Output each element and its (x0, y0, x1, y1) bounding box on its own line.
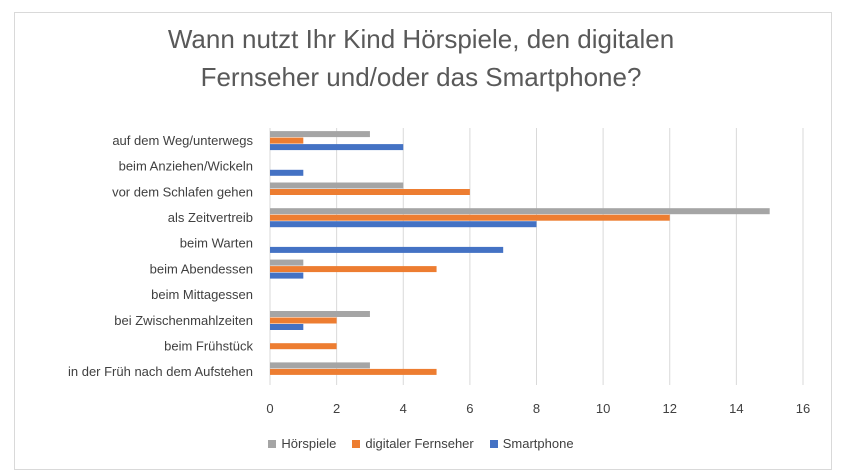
legend-swatch (268, 440, 277, 448)
x-tick-label: 14 (729, 401, 743, 416)
x-tick-label: 0 (266, 401, 273, 416)
x-tick-label: 2 (333, 401, 340, 416)
legend-label: Smartphone (502, 436, 574, 451)
title-line-1: Wann nutzt Ihr Kind Hörspiele, den digit… (167, 24, 675, 54)
bar-smartphone (270, 324, 304, 330)
bar-hörspiele (270, 208, 770, 215)
legend-item: Smartphone (489, 436, 574, 451)
bar-digitaler-fernseher (270, 368, 437, 375)
category-label: beim Abendessen (150, 261, 253, 276)
bar-digitaler-fernseher (270, 214, 670, 221)
x-tick-label: 12 (663, 401, 677, 416)
bar-hörspiele (270, 362, 370, 369)
bar-hörspiele (270, 182, 404, 189)
x-tick-label: 16 (796, 401, 810, 416)
legend-item: Hörspiele (268, 436, 336, 451)
x-tick-label: 4 (400, 401, 407, 416)
bar-smartphone (270, 272, 304, 279)
bar-digitaler-fernseher (270, 189, 470, 195)
category-label: in der Früh nach dem Aufstehen (68, 364, 253, 379)
category-label: auf dem Weg/unterwegs (112, 133, 253, 148)
x-tick-label: 6 (466, 401, 473, 416)
legend-swatch (352, 440, 361, 448)
bar-smartphone (270, 169, 304, 176)
bar-digitaler-fernseher (270, 317, 337, 324)
bar-hörspiele (270, 131, 370, 138)
category-label: als Zeitvertreib (168, 210, 253, 225)
bar-digitaler-fernseher (270, 266, 437, 273)
bar-hörspiele (270, 259, 304, 266)
bar-digitaler-fernseher (270, 343, 337, 350)
category-label: beim Warten (180, 236, 253, 251)
bar-smartphone (270, 246, 504, 253)
legend-label: Hörspiele (281, 436, 337, 451)
x-tick-label: 8 (533, 401, 540, 416)
category-label: vor dem Schlafen gehen (112, 184, 253, 199)
category-label: beim Mittagessen (151, 287, 253, 302)
category-label: bei Zwischenmahlzeiten (114, 313, 253, 328)
category-label: beim Anziehen/Wickeln (119, 159, 253, 174)
bar-hörspiele (270, 311, 370, 317)
title-line-2: Fernseher und/oder das Smartphone? (200, 62, 642, 92)
bar-smartphone (270, 221, 537, 228)
chart-card (14, 12, 832, 470)
legend-label: digitaler Fernseher (365, 436, 474, 451)
bar-smartphone (270, 144, 404, 151)
category-label: beim Frühstück (164, 338, 253, 353)
legend-swatch (489, 440, 498, 448)
bar-digitaler-fernseher (270, 137, 304, 144)
chart-title: Wann nutzt Ihr Kind Hörspiele, den digit… (0, 20, 842, 96)
x-tick-label: 10 (596, 401, 610, 416)
legend: Hörspiele digitaler Fernseher Smartphone (0, 436, 842, 451)
legend-item: digitaler Fernseher (352, 436, 474, 451)
